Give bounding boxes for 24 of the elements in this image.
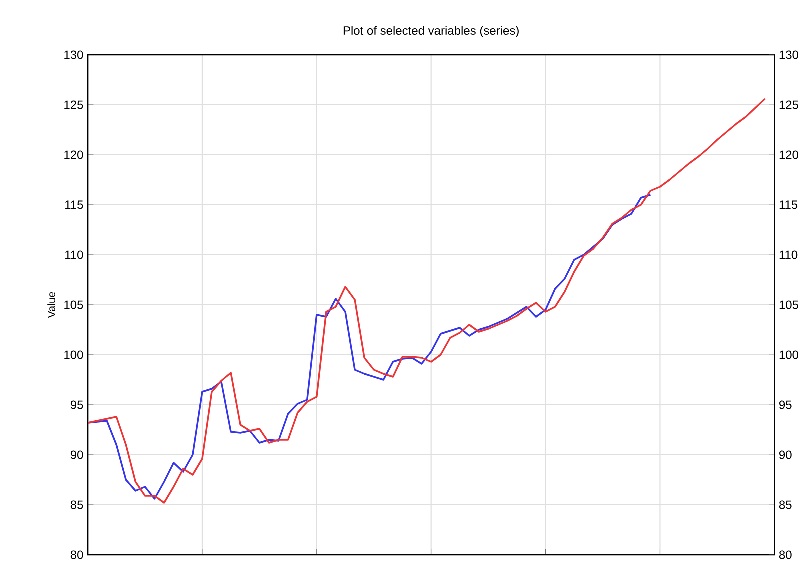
y-tick-label: 125 <box>64 100 84 110</box>
y2-tick-label: 120 <box>780 150 799 160</box>
chart-title: Plot of selected variables (series) <box>344 26 519 38</box>
y2-tick-label: 115 <box>780 200 798 210</box>
y2-tick-label: 110 <box>780 250 798 260</box>
y2-tick-label: 105 <box>780 300 798 310</box>
y2-tick-label: 90 <box>780 450 792 460</box>
y-tick-label: 90 <box>70 450 84 460</box>
y-tick-label: 130 <box>64 50 84 60</box>
y2-tick-label: 95 <box>780 400 792 410</box>
y-tick-label: 95 <box>70 400 84 410</box>
y2-tick-label: 130 <box>780 50 799 60</box>
y-tick-label: 100 <box>64 350 84 360</box>
y2-tick-label: 85 <box>779 500 792 510</box>
y-tick-label: 105 <box>64 300 84 310</box>
y2-tick-label: 80 <box>779 550 792 560</box>
y2-tick-label: 125 <box>780 100 798 110</box>
y-tick-label: 85 <box>70 500 84 510</box>
y-tick-label: 80 <box>70 550 84 560</box>
y-tick-label: 110 <box>66 250 84 260</box>
y2-tick-label: 100 <box>780 350 799 360</box>
y-tick-label: 120 <box>64 150 84 160</box>
y-axis-title: Value <box>48 292 56 318</box>
y-tick-label: 115 <box>66 200 84 210</box>
